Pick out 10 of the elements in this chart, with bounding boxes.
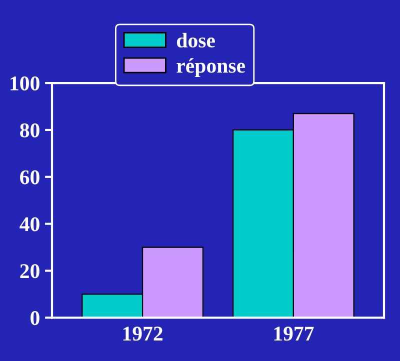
x-tick-label: 1972	[123, 326, 162, 341]
y-tick-label: 100	[10, 76, 40, 90]
legend-label: réponse	[176, 58, 246, 78]
legend-label: dose	[176, 32, 215, 48]
y-tick-label: 40	[20, 217, 40, 232]
y-tick-label: 0	[30, 311, 40, 326]
y-tick-label: 20	[20, 264, 40, 278]
y-tick-label: 80	[20, 123, 40, 138]
x-tick-label: 1977	[274, 326, 314, 341]
y-tick-label: 60	[20, 170, 40, 184]
